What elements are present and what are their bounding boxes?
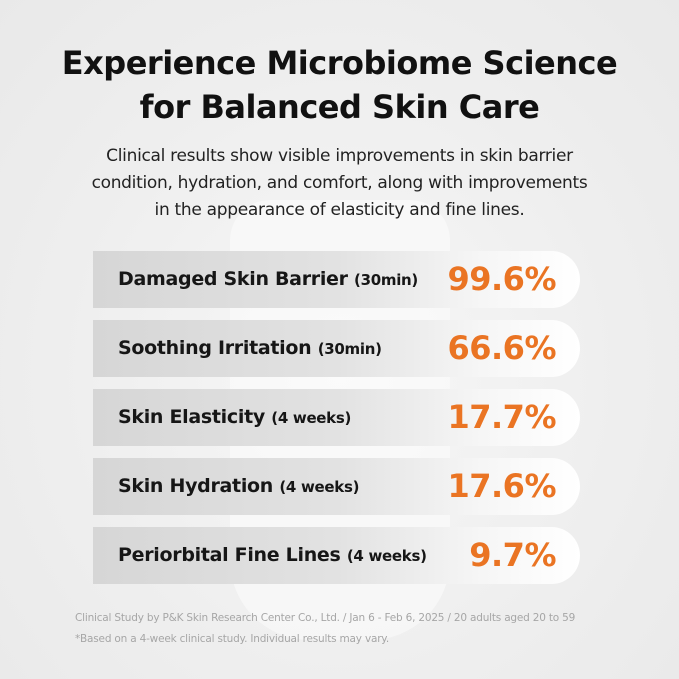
result-label-group: Damaged Skin Barrier (30min) xyxy=(118,251,418,309)
result-value: 17.7% xyxy=(447,398,556,436)
result-qualifier: (4 weeks) xyxy=(279,478,360,496)
result-value: 66.6% xyxy=(447,329,556,367)
footnote: Clinical Study by P&K Skin Research Cent… xyxy=(75,612,576,624)
title-line: for Balanced Skin Care xyxy=(139,88,540,126)
result-value: 17.6% xyxy=(447,467,556,505)
result-label: Damaged Skin Barrier xyxy=(118,268,348,290)
result-label: Skin Hydration xyxy=(118,475,274,497)
footnote: *Based on a 4-week clinical study. Indiv… xyxy=(75,633,389,645)
result-row: Skin Hydration (4 weeks) 17.6% xyxy=(93,458,580,515)
result-label: Soothing Irritation xyxy=(118,337,312,359)
result-label: Periorbital Fine Lines xyxy=(118,544,341,566)
result-qualifier: (4 weeks) xyxy=(271,409,352,427)
subtitle-line: in the appearance of elasticity and fine… xyxy=(154,200,525,220)
result-qualifier: (4 weeks) xyxy=(346,547,427,565)
result-label-group: Soothing Irritation (30min) xyxy=(118,320,382,378)
result-row: Soothing Irritation (30min) 66.6% xyxy=(93,320,580,377)
result-qualifier: (30min) xyxy=(317,340,382,358)
result-value: 9.7% xyxy=(469,536,556,574)
result-qualifier: (30min) xyxy=(354,271,418,289)
result-label-group: Periorbital Fine Lines (4 weeks) xyxy=(118,527,427,585)
result-label-group: Skin Elasticity (4 weeks) xyxy=(118,389,351,447)
result-label-group: Skin Hydration (4 weeks) xyxy=(118,458,359,516)
result-value: 99.6% xyxy=(447,260,556,298)
result-label: Skin Elasticity xyxy=(118,406,265,428)
subtitle-line: condition, hydration, and comfort, along… xyxy=(91,173,588,193)
result-row: Periorbital Fine Lines (4 weeks) 9.7% xyxy=(93,527,580,584)
subtitle-line: Clinical results show visible improvemen… xyxy=(106,146,573,166)
result-row: Skin Elasticity (4 weeks) 17.7% xyxy=(93,389,580,446)
result-row: Damaged Skin Barrier (30min) 99.6% xyxy=(93,251,580,308)
title-line: Experience Microbiome Science xyxy=(61,44,618,82)
